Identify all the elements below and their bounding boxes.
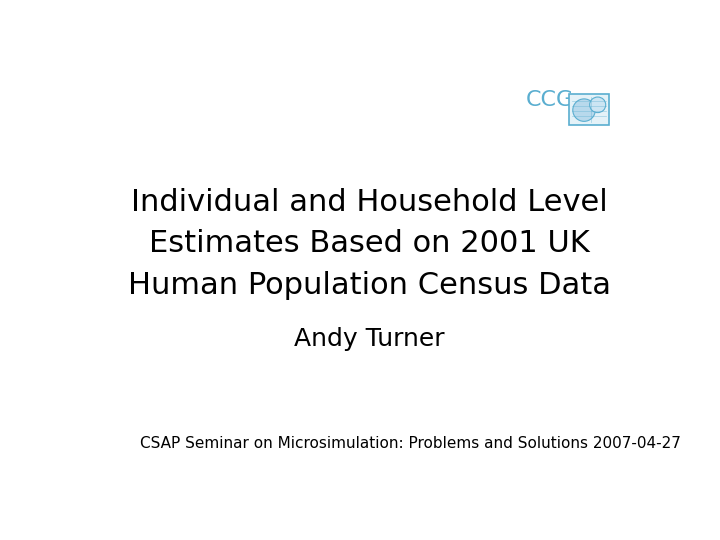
Ellipse shape [573, 99, 595, 122]
Text: Andy Turner: Andy Turner [294, 327, 444, 351]
Text: Human Population Census Data: Human Population Census Data [127, 271, 611, 300]
Text: CCG: CCG [526, 90, 575, 110]
FancyBboxPatch shape [569, 94, 609, 125]
Text: Individual and Household Level: Individual and Household Level [130, 187, 608, 217]
Ellipse shape [590, 97, 606, 113]
Text: CSAP Seminar on Microsimulation: Problems and Solutions 2007-04-27: CSAP Seminar on Microsimulation: Problem… [140, 436, 681, 451]
Text: Estimates Based on 2001 UK: Estimates Based on 2001 UK [148, 229, 590, 258]
